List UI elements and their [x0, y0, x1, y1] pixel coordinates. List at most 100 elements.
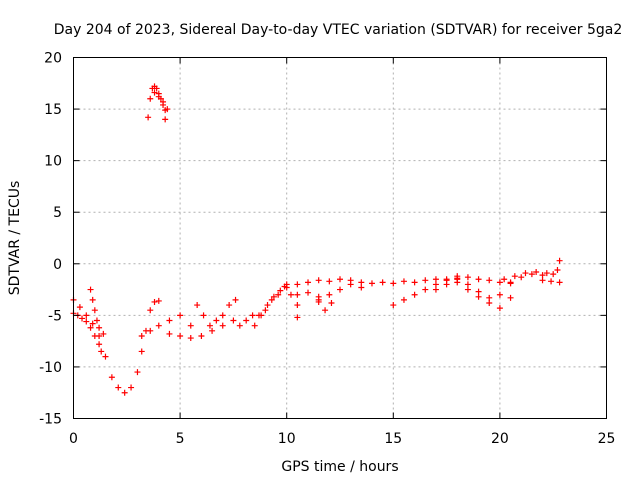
- data-point: [518, 274, 525, 281]
- data-point: [160, 98, 167, 105]
- chart-title: Day 204 of 2023, Sidereal Day-to-day VTE…: [54, 22, 623, 38]
- data-point: [83, 312, 90, 319]
- data-point: [177, 332, 184, 339]
- series-track-11: [251, 284, 290, 329]
- data-point: [87, 324, 94, 331]
- series-track-8: [166, 322, 226, 342]
- x-tick-label: 10: [278, 431, 296, 447]
- data-point: [138, 332, 145, 339]
- data-point: [390, 302, 397, 309]
- data-point: [187, 322, 194, 329]
- data-point: [147, 95, 154, 102]
- data-point: [93, 317, 100, 324]
- data-point: [268, 296, 275, 303]
- series-track-3: [87, 286, 107, 337]
- series-track-19: [501, 266, 561, 283]
- x-tick-label: 15: [384, 431, 402, 447]
- series-track-14: [315, 296, 335, 314]
- y-tick-label: 15: [44, 102, 62, 118]
- data-point: [294, 291, 301, 298]
- data-point: [219, 322, 226, 329]
- data-point: [155, 322, 162, 329]
- data-point: [96, 341, 103, 348]
- y-tick-label: 0: [53, 257, 62, 273]
- data-point: [232, 296, 239, 303]
- data-point: [358, 279, 365, 286]
- data-point: [83, 318, 90, 325]
- series-track-4: [145, 83, 169, 121]
- data-point: [151, 89, 158, 96]
- data-point: [194, 302, 201, 309]
- data-point: [121, 389, 128, 396]
- series-track-10: [230, 283, 301, 329]
- x-tick-label: 20: [491, 431, 509, 447]
- data-point: [337, 276, 343, 283]
- series-track-17: [454, 276, 503, 301]
- data-point: [277, 287, 284, 294]
- data-point: [432, 286, 439, 293]
- y-tick-label: 20: [44, 51, 62, 67]
- data-point: [115, 384, 122, 391]
- data-point: [166, 317, 173, 324]
- data-point: [198, 332, 205, 339]
- series-track-20: [539, 277, 563, 286]
- data-point: [315, 277, 322, 284]
- data-point: [496, 305, 503, 312]
- data-point: [358, 284, 365, 291]
- data-point: [411, 279, 418, 286]
- data-point: [262, 307, 269, 314]
- data-point: [496, 291, 503, 298]
- data-point: [464, 274, 471, 281]
- data-point: [326, 278, 333, 285]
- data-point: [79, 315, 86, 322]
- data-point: [251, 322, 258, 329]
- series-track-2: [70, 310, 105, 355]
- data-point: [315, 298, 322, 305]
- data-point: [496, 279, 503, 286]
- data-point: [556, 279, 563, 286]
- data-point: [422, 277, 429, 284]
- data-point: [486, 277, 493, 284]
- data-point: [432, 281, 439, 288]
- series-track-12: [283, 274, 514, 288]
- data-point: [556, 257, 563, 264]
- data-point: [294, 281, 301, 288]
- data-point: [96, 324, 103, 331]
- y-tick-label: -5: [48, 308, 62, 324]
- data-point: [108, 374, 115, 381]
- data-point: [145, 114, 152, 121]
- data-point: [76, 304, 83, 311]
- data-point: [543, 270, 550, 277]
- data-point: [206, 322, 213, 329]
- data-point: [464, 281, 471, 288]
- x-tick-label: 5: [176, 431, 185, 447]
- data-point: [155, 297, 162, 304]
- data-point: [432, 276, 439, 283]
- y-tick-label: 10: [44, 154, 62, 170]
- data-point: [147, 307, 154, 314]
- data-point: [187, 335, 194, 342]
- series-track-21: [294, 294, 514, 321]
- data-point: [134, 369, 141, 376]
- data-point: [243, 317, 250, 324]
- data-point: [294, 302, 301, 309]
- data-point: [326, 291, 333, 298]
- x-tick-label: 25: [598, 431, 616, 447]
- y-tick-label: -10: [39, 360, 62, 376]
- data-point: [411, 291, 418, 298]
- data-point: [89, 296, 96, 303]
- data-point: [475, 276, 482, 283]
- y-tick-label: 5: [53, 205, 62, 221]
- data-point: [219, 312, 226, 319]
- data-point: [294, 314, 301, 321]
- data-point: [486, 299, 493, 306]
- data-point: [464, 286, 471, 293]
- data-point: [209, 327, 216, 334]
- data-point: [522, 270, 529, 277]
- data-point: [258, 312, 265, 319]
- data-point: [147, 327, 154, 334]
- data-point: [153, 85, 160, 92]
- series-track-6: [162, 116, 169, 123]
- grid-layer: [73, 57, 607, 419]
- data-point: [368, 280, 375, 287]
